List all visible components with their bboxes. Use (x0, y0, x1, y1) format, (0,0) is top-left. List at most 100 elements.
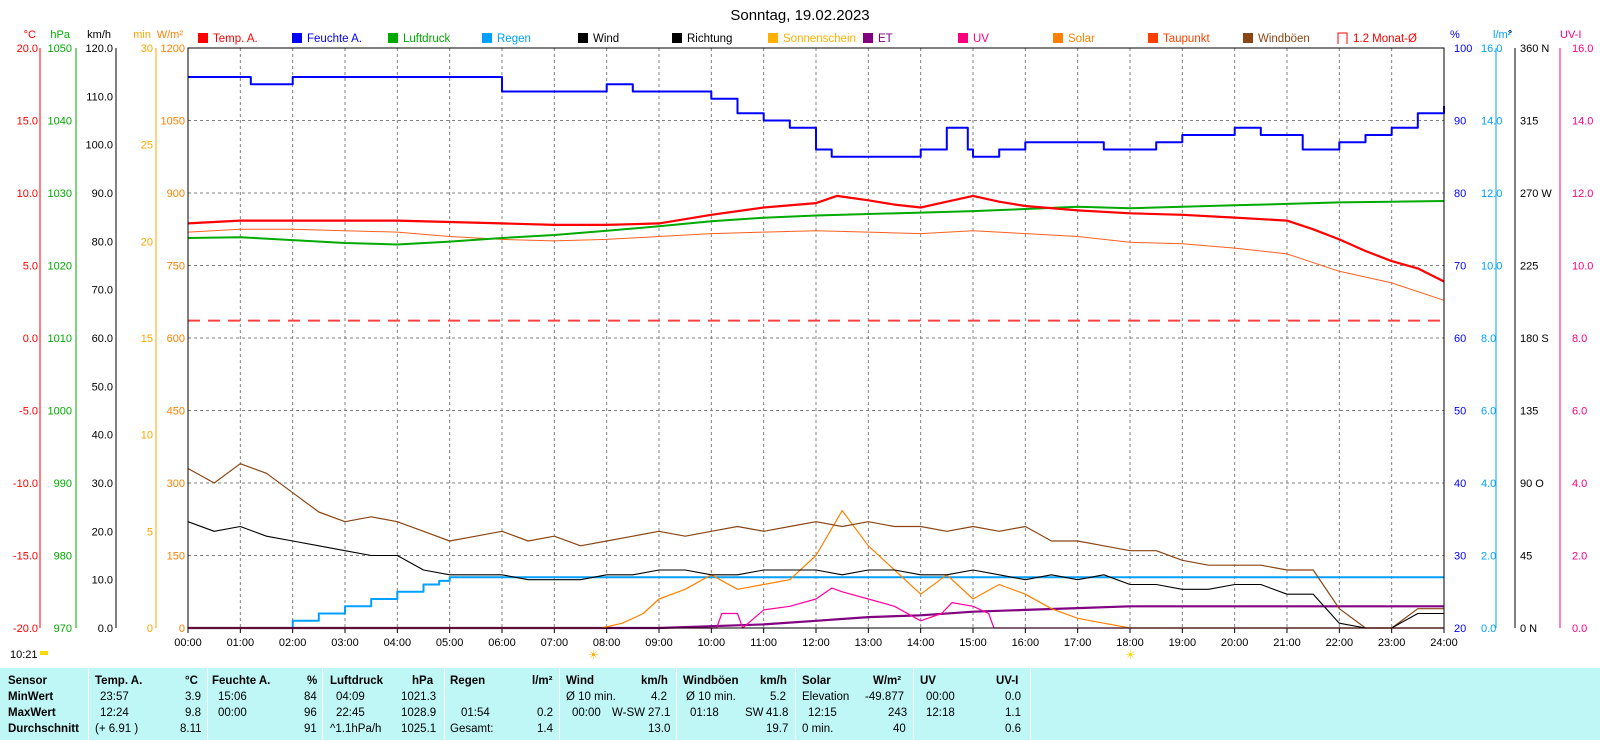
left-axis-tick: 30.0 (92, 478, 113, 490)
left-axis-tick: 30 (141, 43, 153, 55)
left-axis-tick: 1030 (48, 188, 72, 200)
left-axis-tick: 1010 (48, 333, 72, 345)
uv-min-time: 00:00 (926, 691, 955, 703)
x-tick-label: 24:00 (1430, 637, 1458, 649)
legend-label: ET (878, 33, 893, 45)
x-tick-label: 10:00 (698, 637, 726, 649)
right-axis-tick: 90 O (1520, 478, 1544, 490)
left-axis-tick: 990 (54, 478, 72, 490)
left-axis-tick: 15 (141, 333, 153, 345)
gust-min: 5.2 (770, 691, 786, 703)
left-axis-tick: 5 (147, 526, 153, 538)
solar-avg: 40 (893, 723, 906, 735)
right-axis-unit: l/m² (1493, 29, 1512, 41)
left-axis-tick: 1040 (48, 116, 72, 128)
left-axis-tick: 0.0 (98, 623, 113, 635)
press-max-time: 22:45 (336, 707, 365, 719)
uv-avg: 0.6 (1005, 723, 1021, 735)
gust-max-dir: SW (745, 707, 764, 719)
right-axis-tick: 70 (1454, 261, 1466, 273)
right-axis-tick: 40 (1454, 478, 1466, 490)
row-label-min: MinWert (8, 691, 54, 703)
right-axis-unit: % (1450, 29, 1460, 41)
wind-min-label: Ø 10 min. (566, 691, 616, 703)
legend-swatch (198, 33, 208, 43)
x-tick-label: 08:00 (593, 637, 621, 649)
legend-swatch (863, 33, 873, 43)
x-tick-label: 19:00 (1169, 637, 1197, 649)
series-solar (188, 510, 1444, 629)
uv-max-time: 12:18 (926, 707, 955, 719)
legend-swatch (1243, 33, 1253, 43)
axes: °C 20.0 15.0 10.0 5.0 0.0 -5.0 -10.0 -15.0 -20.0 h… (13, 29, 1594, 649)
press-header: Luftdruck (330, 675, 384, 687)
rain-max: 0.2 (537, 707, 553, 719)
right-axis-tick: 12.0 (1481, 188, 1502, 200)
right-axis-tick: 100 (1454, 43, 1472, 55)
chart-title: Sonntag, 19.02.2023 (730, 7, 869, 24)
uv-header: UV (920, 675, 936, 687)
legend-label: Solar (1068, 33, 1095, 45)
x-tick-label: 03:00 (331, 637, 359, 649)
series-uv (188, 587, 1444, 629)
left-axis-tick: -10.0 (13, 478, 38, 490)
x-tick-label: 15:00 (959, 637, 987, 649)
left-axis-tick: -20.0 (13, 623, 38, 635)
hum-min: 84 (304, 691, 317, 703)
left-axis-tick: 300 (167, 478, 185, 490)
gust-max: 41.8 (766, 707, 789, 719)
legend-label: Feuchte A. (307, 33, 362, 45)
gust-max-time: 01:18 (690, 707, 719, 719)
uv-max: 1.1 (1005, 707, 1021, 719)
temp-avg-extra: (+ 6.91 ) (95, 723, 139, 735)
right-axis-tick: 10.0 (1481, 261, 1502, 273)
right-axis-tick: 12.0 (1572, 188, 1593, 200)
uv-min: 0.0 (1005, 691, 1021, 703)
left-axis-tick: 15.0 (17, 116, 38, 128)
legend-label: Taupunkt (1163, 33, 1210, 45)
right-axis-tick: 45 (1520, 551, 1532, 563)
row-label-avg: Durchschnitt (8, 723, 79, 735)
x-tick-label: 12:00 (802, 637, 830, 649)
series-wind (187, 521, 1444, 629)
x-tick-label: 17:00 (1064, 637, 1092, 649)
right-axis-tick: 10.0 (1572, 261, 1593, 273)
gust-min-label: Ø 10 min. (686, 691, 736, 703)
right-axis-tick: 16.0 (1481, 43, 1502, 55)
legend-label: Sonnenschein (783, 33, 856, 45)
left-axis-tick: 60.0 (92, 333, 113, 345)
legend-label: Temp. A. (213, 33, 258, 45)
press-max: 1028.9 (401, 707, 437, 719)
temp-max-time: 12:24 (100, 707, 129, 719)
left-axis-tick: 1200 (161, 43, 185, 55)
left-axis-tick: 600 (167, 333, 185, 345)
legend-swatch (1148, 33, 1158, 43)
left-axis-tick: 900 (167, 188, 185, 200)
right-axis-tick: 2.0 (1481, 551, 1496, 563)
legend-label: 1.2 Monat-Ø (1353, 33, 1417, 45)
left-axis-tick: 0 (179, 623, 185, 635)
right-axis-unit: ° (1508, 29, 1512, 41)
temp-unit: °C (185, 675, 198, 687)
legend-label: UV (973, 33, 989, 45)
temp-min-time: 23:57 (100, 691, 129, 703)
temp-max: 9.8 (185, 707, 201, 719)
x-tick-label: 04:00 (384, 637, 412, 649)
right-axis-tick: 8.0 (1572, 333, 1587, 345)
x-tick-label: 01:00 (227, 637, 255, 649)
x-tick-label: 14:00 (907, 637, 935, 649)
right-axis-tick: 6.0 (1572, 406, 1587, 418)
left-axis-tick: 450 (167, 406, 185, 418)
x-tick-label: 20:00 (1221, 637, 1249, 649)
gust-header: Windböen (683, 675, 739, 687)
legend-swatch (1053, 33, 1063, 43)
right-axis-tick: 225 (1520, 261, 1538, 273)
right-axis-tick: 90 (1454, 116, 1466, 128)
left-axis-tick: 10.0 (17, 188, 38, 200)
right-axis-tick: 0.0 (1572, 623, 1587, 635)
solar-max: 243 (888, 707, 908, 719)
wind-min: 4.2 (651, 691, 667, 703)
left-axis-tick: 5.0 (23, 261, 38, 273)
left-axis-tick: 90.0 (92, 188, 113, 200)
legend-label: Richtung (687, 33, 732, 45)
